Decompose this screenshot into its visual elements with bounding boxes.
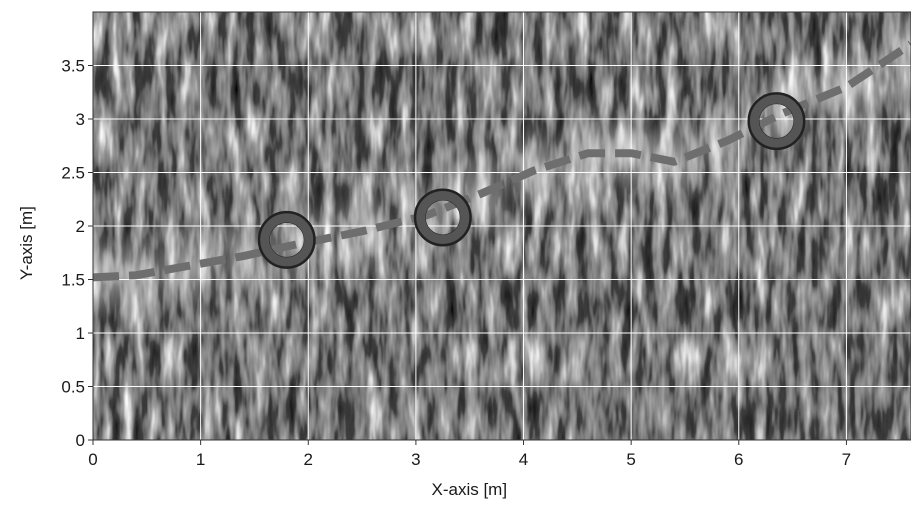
x-tick-label: 5	[626, 450, 635, 469]
y-tick-label: 2	[76, 217, 85, 236]
x-tick-label: 4	[519, 450, 528, 469]
x-tick-label: 6	[734, 450, 743, 469]
y-axis-label: Y-axis [m]	[17, 206, 36, 280]
y-tick-label: 3.5	[61, 57, 85, 76]
target-markers	[257, 92, 806, 269]
x-tick-label: 7	[842, 450, 851, 469]
y-tick-label: 2.5	[61, 164, 85, 183]
x-tick-label: 0	[88, 450, 97, 469]
y-tick-label: 1	[76, 324, 85, 343]
y-tick-label: 0	[76, 431, 85, 450]
y-axis-ticks: 0 0.5 1 1.5 2 2.5 3 3.5	[61, 57, 93, 450]
grid-lines	[93, 12, 911, 440]
target-marker	[260, 213, 314, 267]
y-tick-label: 1.5	[61, 271, 85, 290]
plot-area	[93, 12, 911, 440]
x-tick-label: 2	[304, 450, 313, 469]
y-tick-label: 0.5	[61, 378, 85, 397]
x-axis-label: X-axis [m]	[431, 480, 507, 499]
target-marker	[416, 190, 470, 244]
x-axis-ticks: 0 1 2 3 4 5 6 7	[88, 440, 851, 469]
target-marker	[749, 94, 803, 148]
y-tick-label: 3	[76, 110, 85, 129]
heatmap-glow-spot	[263, 196, 332, 293]
x-tick-label: 3	[411, 450, 420, 469]
x-tick-label: 1	[196, 450, 205, 469]
